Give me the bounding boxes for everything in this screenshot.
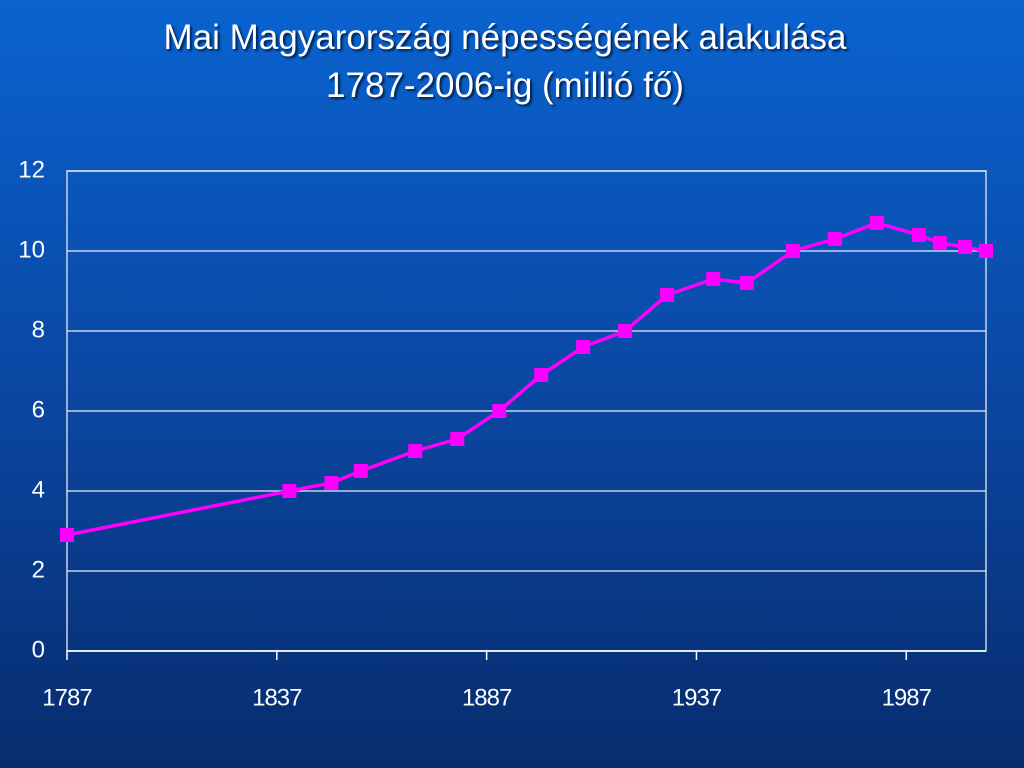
y-tick-label: 8 — [32, 316, 45, 343]
data-point — [932, 236, 947, 250]
data-point — [706, 272, 721, 286]
data-point — [739, 276, 754, 290]
data-point — [911, 228, 926, 242]
data-point — [979, 244, 993, 258]
data-point — [958, 240, 973, 254]
data-point — [450, 432, 465, 446]
data-point — [282, 484, 297, 498]
data-point — [827, 232, 842, 246]
x-tick-label: 1837 — [252, 684, 302, 711]
data-point — [618, 324, 633, 338]
y-tick-label: 2 — [32, 556, 45, 583]
y-tick-label: 12 — [18, 156, 45, 183]
y-tick-label: 10 — [18, 236, 45, 263]
y-tick-label: 0 — [32, 636, 45, 663]
data-point — [660, 288, 675, 302]
data-point — [576, 340, 591, 354]
data-point — [60, 528, 74, 542]
chart-title: Mai Magyarország népességének alakulása … — [163, 18, 847, 105]
data-point — [408, 444, 423, 458]
data-line — [66, 221, 987, 537]
data-point — [492, 404, 507, 418]
y-tick-label: 4 — [32, 476, 45, 503]
y-tick-label: 6 — [32, 396, 45, 423]
x-tick-label: 1787 — [42, 684, 92, 711]
data-point — [353, 464, 368, 478]
data-point — [785, 244, 800, 258]
data-point — [534, 368, 549, 382]
x-tick-label: 1937 — [672, 684, 722, 711]
data-point — [869, 216, 884, 230]
data-point — [324, 476, 339, 490]
x-tick-label: 1887 — [462, 684, 512, 711]
x-tick-label: 1987 — [882, 684, 932, 711]
